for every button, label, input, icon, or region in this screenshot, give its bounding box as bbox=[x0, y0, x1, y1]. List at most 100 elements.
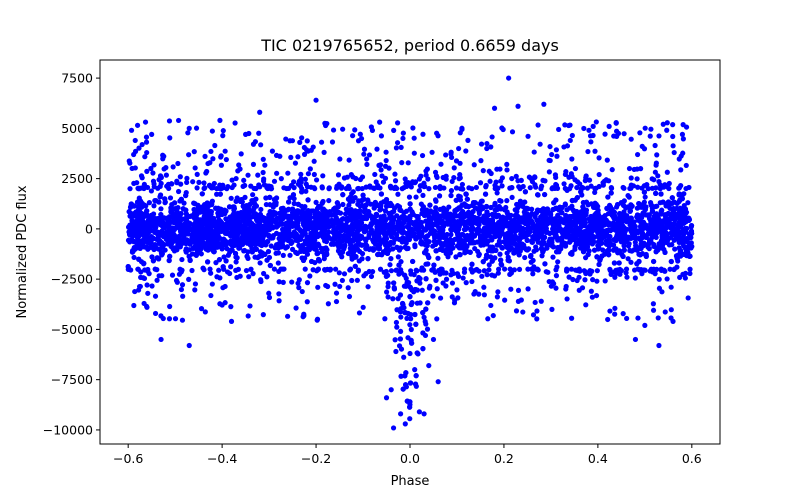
data-point bbox=[264, 257, 270, 263]
data-point bbox=[321, 252, 328, 259]
data-point bbox=[340, 192, 346, 198]
data-point bbox=[632, 223, 638, 230]
data-point bbox=[424, 326, 431, 332]
data-point bbox=[624, 218, 630, 224]
data-point bbox=[308, 258, 315, 265]
data-point bbox=[303, 188, 309, 194]
data-point bbox=[291, 229, 297, 235]
data-point bbox=[408, 311, 414, 318]
data-point bbox=[252, 201, 258, 207]
data-point bbox=[467, 232, 474, 239]
data-point bbox=[413, 194, 419, 200]
data-point bbox=[594, 254, 600, 260]
data-point bbox=[398, 346, 405, 352]
data-point bbox=[494, 190, 500, 196]
data-point bbox=[295, 219, 301, 226]
data-point bbox=[412, 381, 419, 387]
data-point bbox=[294, 250, 300, 256]
data-point bbox=[221, 254, 227, 260]
data-point bbox=[383, 236, 389, 242]
data-point bbox=[439, 219, 446, 225]
data-point bbox=[371, 205, 377, 211]
data-point bbox=[219, 210, 225, 216]
data-point bbox=[522, 220, 528, 226]
data-point bbox=[199, 191, 205, 197]
data-point bbox=[168, 219, 174, 225]
data-point bbox=[458, 245, 464, 251]
data-point bbox=[491, 221, 497, 228]
data-point bbox=[581, 213, 587, 219]
data-point bbox=[313, 199, 319, 205]
data-point bbox=[427, 202, 433, 208]
data-point bbox=[144, 239, 150, 245]
data-point bbox=[532, 214, 538, 220]
data-point bbox=[640, 210, 646, 216]
data-point bbox=[306, 218, 312, 224]
data-point bbox=[497, 251, 503, 257]
data-point bbox=[628, 259, 634, 265]
data-point bbox=[309, 223, 315, 229]
data-point bbox=[174, 208, 180, 214]
data-point bbox=[688, 223, 695, 229]
data-point bbox=[333, 227, 339, 233]
data-point bbox=[239, 199, 245, 205]
data-point bbox=[555, 259, 561, 265]
data-point bbox=[645, 244, 651, 250]
data-point bbox=[407, 404, 413, 410]
data-point bbox=[272, 211, 278, 217]
data-point bbox=[145, 246, 151, 252]
data-point bbox=[391, 205, 398, 211]
data-point bbox=[305, 223, 311, 229]
data-point bbox=[352, 231, 358, 237]
data-point bbox=[583, 199, 590, 205]
data-point bbox=[171, 226, 177, 232]
data-point bbox=[180, 206, 186, 212]
data-point bbox=[359, 242, 365, 248]
data-point bbox=[476, 201, 483, 207]
data-point bbox=[150, 258, 156, 264]
data-point bbox=[530, 257, 536, 264]
data-point bbox=[131, 254, 137, 261]
data-point bbox=[384, 289, 390, 295]
data-point bbox=[131, 203, 137, 209]
data-point bbox=[414, 350, 420, 356]
data-point bbox=[610, 222, 616, 228]
data-point bbox=[679, 192, 685, 198]
data-point bbox=[633, 243, 639, 249]
data-point bbox=[263, 201, 269, 208]
data-point bbox=[656, 228, 662, 234]
data-point bbox=[144, 222, 150, 228]
data-point bbox=[439, 225, 445, 231]
data-point bbox=[141, 261, 147, 267]
data-point bbox=[214, 191, 220, 197]
data-point bbox=[542, 191, 548, 198]
data-point bbox=[345, 217, 351, 223]
data-point bbox=[413, 236, 419, 242]
data-point bbox=[504, 250, 510, 256]
data-point bbox=[353, 254, 359, 260]
data-point bbox=[525, 246, 532, 252]
data-point bbox=[533, 236, 540, 242]
data-point bbox=[476, 216, 482, 222]
data-point bbox=[244, 227, 250, 234]
data-point bbox=[600, 247, 606, 253]
data-point bbox=[636, 200, 642, 207]
data-point bbox=[684, 244, 691, 250]
data-point bbox=[352, 263, 358, 269]
data-point bbox=[259, 242, 265, 249]
data-point bbox=[637, 252, 643, 258]
data-point bbox=[317, 219, 323, 225]
data-point bbox=[433, 248, 439, 254]
data-point bbox=[139, 204, 145, 210]
data-point bbox=[420, 310, 426, 316]
data-point bbox=[353, 246, 359, 252]
data-point bbox=[452, 236, 458, 242]
data-point bbox=[324, 232, 330, 239]
data-point bbox=[463, 203, 469, 209]
data-point bbox=[464, 196, 470, 202]
data-point bbox=[436, 193, 443, 199]
data-point bbox=[455, 230, 461, 236]
data-point bbox=[401, 354, 407, 360]
data-point bbox=[250, 192, 256, 198]
data-point bbox=[304, 234, 310, 240]
